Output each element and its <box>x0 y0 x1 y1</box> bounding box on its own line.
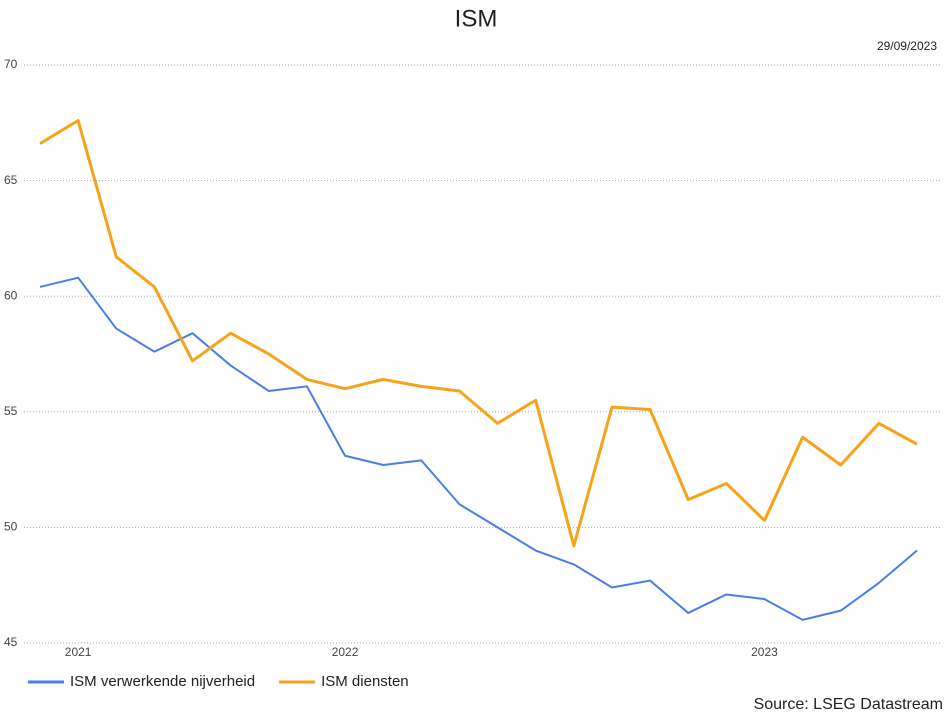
date-label: 29/09/2023 <box>877 39 937 53</box>
y-tick-label: 55 <box>4 404 18 418</box>
y-tick-label: 65 <box>4 173 18 187</box>
source-label: Source: LSEG Datastream <box>754 696 943 713</box>
y-tick-label: 50 <box>4 520 18 534</box>
x-tick-label: 2021 <box>65 645 92 659</box>
x-tick-label: 2022 <box>332 645 359 659</box>
y-tick-label: 60 <box>4 288 18 302</box>
chart-title: ISM <box>455 5 498 32</box>
x-tick-label: 2023 <box>751 645 778 659</box>
y-tick-label: 70 <box>4 57 18 71</box>
y-tick-label: 45 <box>4 635 18 649</box>
series-line <box>39 118 918 548</box>
legend-label: ISM diensten <box>321 673 409 690</box>
legend-label: ISM verwerkende nijverheid <box>70 673 255 690</box>
series-line <box>39 276 918 621</box>
